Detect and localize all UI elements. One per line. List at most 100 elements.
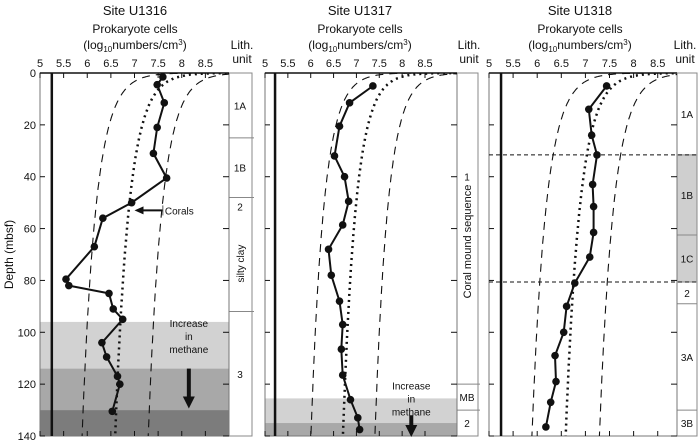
lith-unit-label: 2 (684, 289, 690, 300)
cell-count-point (354, 414, 362, 422)
panel-site-u1316: 1A 1B 2 silty clay 3 5 5.5 6 6.5 7 7.5 8 8.5 0 20 40 60 8… (2, 3, 254, 443)
model-lower-bound-curve (310, 73, 426, 436)
y-tick-label: 120 (18, 379, 36, 391)
cell-count-point (159, 73, 167, 81)
units-text: ) (628, 38, 632, 52)
cell-count-point (369, 82, 377, 90)
x-tick-label: 6 (534, 58, 540, 70)
cell-count-point (153, 80, 161, 89)
cell-count-point (109, 305, 118, 313)
lith-header: unit (675, 52, 695, 66)
x-tick-label: 8 (179, 58, 185, 70)
lith-unit-label: 2 (237, 203, 243, 214)
cell-count-point (324, 245, 333, 254)
methane-label: Increase (392, 381, 431, 392)
cell-count-point (585, 253, 594, 261)
panel-site-u1317: 1 MB 2 Coral mound sequence 5 5.5 6 6.5 7 7.5 8 8.5… (262, 3, 480, 437)
y-tick-label: 100 (18, 327, 36, 339)
model-mean-curve (564, 73, 677, 436)
model-mean-curve (341, 73, 457, 436)
cell-count-point (542, 423, 550, 431)
units-superscript: 3 (623, 38, 628, 47)
cell-count-point (551, 351, 559, 360)
cell-count-point (588, 180, 597, 189)
x-tick-label: 6 (308, 58, 314, 70)
model-lower-bound-curve (531, 73, 658, 436)
cell-count-point (116, 380, 124, 388)
y-tick-label: 80 (24, 275, 36, 287)
cell-count-point (593, 151, 601, 159)
units-text: (log (83, 38, 103, 52)
x-tick-label: 8.5 (198, 58, 213, 70)
x-tick-label: 5.5 (280, 58, 295, 70)
x-axis-label: Prokaryote cells (317, 22, 402, 36)
cell-count-point (102, 353, 111, 361)
units-subscript: 10 (548, 45, 557, 54)
cell-count-point (345, 99, 354, 107)
corals-arrowhead-icon (134, 206, 144, 215)
lith-unit-cell (229, 215, 252, 312)
cell-count-point (546, 398, 555, 407)
cell-count-point (99, 214, 107, 222)
lith-unit-cell (457, 410, 478, 436)
methane-zone-shading (40, 368, 229, 411)
x-tick-label: 6.5 (103, 58, 118, 70)
cell-count-point (587, 131, 596, 140)
x-tick-label: 7 (353, 58, 359, 70)
x-tick-label: 6.5 (326, 58, 341, 70)
lith-header: Lith. (674, 38, 697, 52)
cell-count-point (338, 320, 347, 329)
x-tick-label: 5 (486, 58, 492, 70)
lith-unit-cell (457, 73, 478, 385)
lith-unit-cell (457, 384, 478, 411)
x-tick-label: 8 (399, 58, 405, 70)
lith-unit-cell (229, 73, 252, 138)
panel-site-u1318: 1A 1B 1C 2 3A 3B 5 5.5 6 6.5 7 7.5 8 8.5 Site U1318 Pro… (486, 3, 698, 437)
cell-count-point (335, 122, 344, 130)
cell-count-point (589, 228, 598, 237)
x-axis-label: Prokaryote cells (537, 22, 622, 36)
cell-count-point (113, 372, 122, 381)
x-tick-label: 7.5 (150, 58, 165, 70)
lith-unit-label: 3 (237, 370, 243, 381)
y-tick-label: 60 (24, 224, 36, 236)
cell-count-point (327, 271, 336, 280)
down-arrow-icon (405, 425, 418, 437)
units-superscript: 3 (403, 38, 408, 47)
units-text: ) (408, 38, 412, 52)
lith-unit-label: 3B (681, 419, 694, 430)
cell-count-point (105, 289, 113, 298)
lith-header: Lith. (231, 38, 254, 52)
units-text: (log (528, 38, 548, 52)
lith-unit-label: silty clay (236, 245, 247, 283)
methane-label: in (407, 394, 415, 405)
x-tick-label: 8.5 (650, 58, 665, 70)
lith-unit-cell (229, 311, 252, 436)
units-subscript: 10 (103, 45, 112, 54)
x-axis-units: (log10numbers/cm3) (83, 38, 186, 54)
x-axis-label: Prokaryote cells (92, 22, 177, 36)
lith-header: unit (459, 52, 479, 66)
x-axis-units: (log10numbers/cm3) (308, 38, 411, 54)
lith-unit-cell (677, 154, 697, 236)
panel-title: Site U1318 (548, 3, 612, 18)
model-upper-bound-curve (598, 74, 677, 436)
panel-title: Site U1317 (328, 3, 392, 18)
model-upper-bound-curve (374, 73, 457, 436)
cell-count-point (149, 149, 158, 158)
units-text: (log (308, 38, 328, 52)
cell-count-point (335, 297, 344, 305)
cell-count-point (355, 425, 364, 434)
x-tick-label: 5 (262, 58, 268, 70)
lith-unit-cell (677, 73, 697, 155)
model-upper-bound-curve (147, 73, 229, 436)
lith-side-label: Coral mound sequence (462, 185, 474, 299)
units-subscript: 10 (328, 45, 337, 54)
x-tick-label: 5.5 (56, 58, 71, 70)
methane-label: Increase (170, 319, 209, 330)
cell-count-point (338, 371, 347, 379)
cell-count-point (98, 338, 106, 347)
cell-count-point (340, 172, 349, 181)
methane-label: methane (169, 345, 208, 356)
cell-count-point (153, 123, 161, 132)
